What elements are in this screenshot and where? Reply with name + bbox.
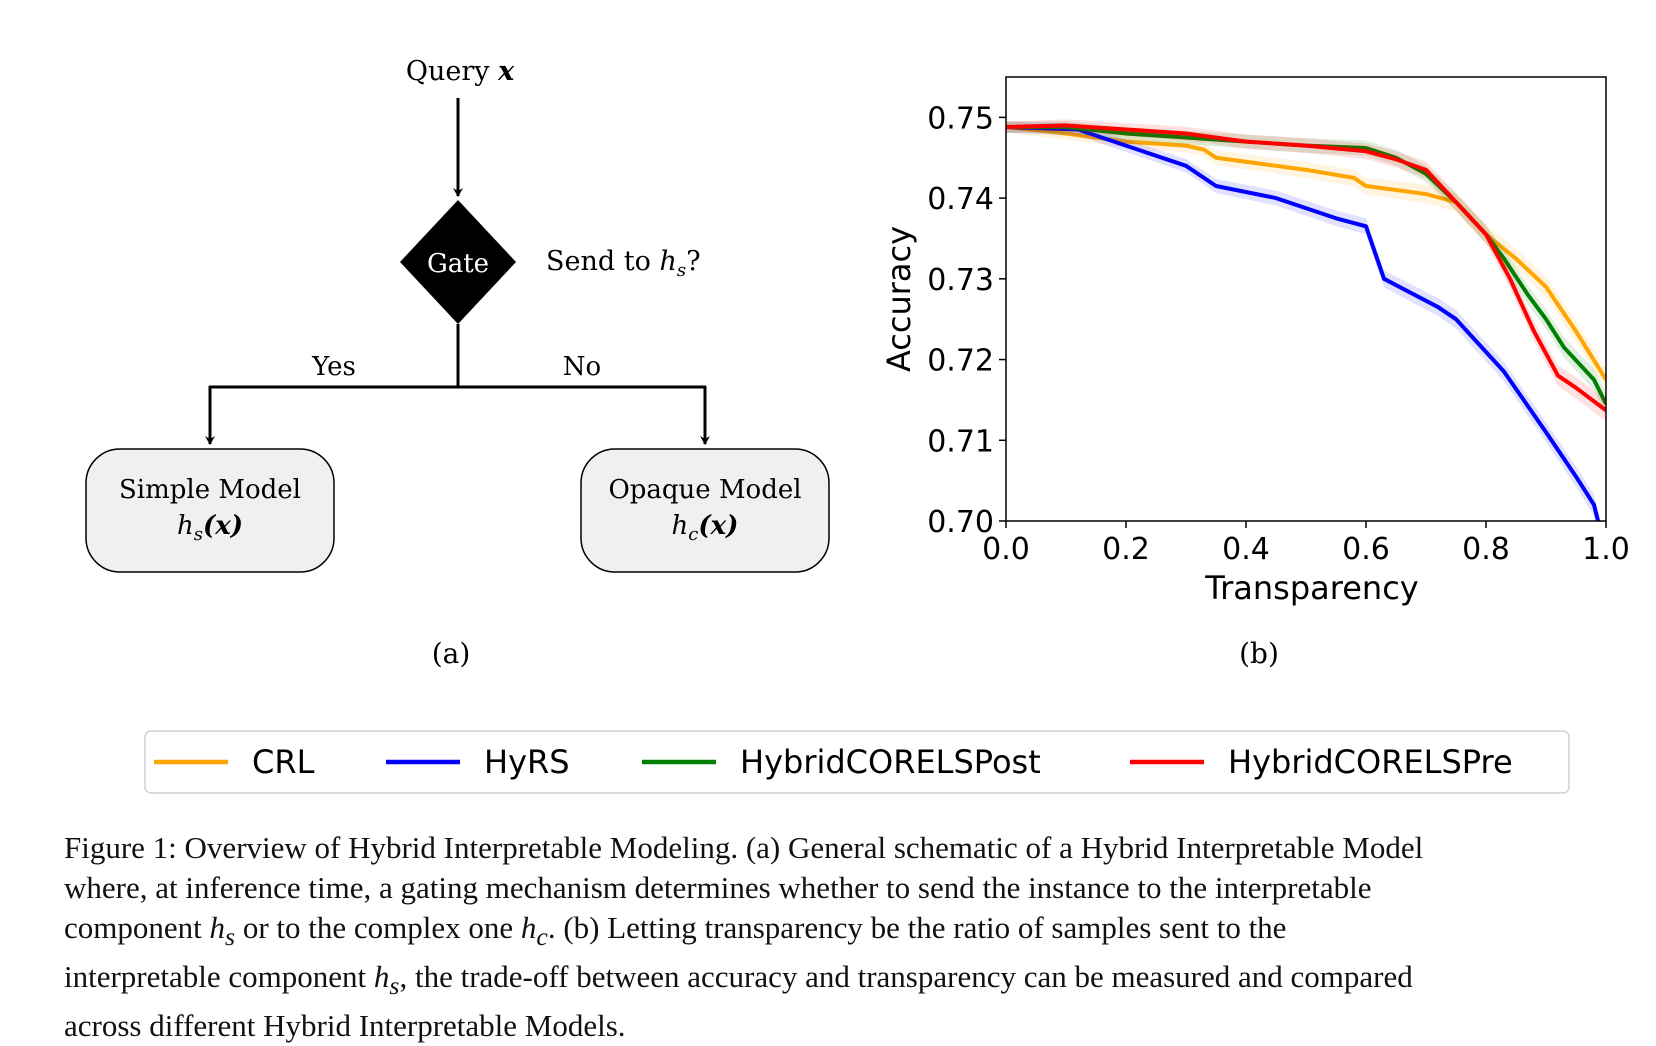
opaque-model-fn: hc(x) [672,511,739,545]
y-tick-label: 0.70 [927,505,994,540]
legend: CRL HyRS HybridCORELSPost HybridCORELSPre [144,730,1570,794]
legend-label: CRL [252,743,315,781]
y-tick-label: 0.71 [927,424,994,459]
series-band [1006,119,1606,422]
series-line-hyrs [1006,125,1601,521]
simple-model-fn: hs(x) [177,511,243,545]
legend-label: HyRS [484,743,570,781]
simple-model-box [85,448,335,573]
x-tick-label: 1.0 [1582,532,1630,567]
y-axis-label: Accuracy [880,226,918,372]
panel-b-label: (b) [1239,637,1279,670]
x-tick-label: 0.6 [1342,532,1390,567]
x-axis-label: Transparency [1204,569,1418,607]
gate-label: Gate [427,249,489,279]
legend-entries: CRL HyRS HybridCORELSPost HybridCORELSPre [154,743,1513,781]
caption-line-1: Figure 1: Overview of Hybrid Interpretab… [64,830,1424,865]
x-tick-label: 0.8 [1462,532,1510,567]
simple-model-title: Simple Model [119,475,301,505]
y-tick-label: 0.72 [927,344,994,379]
accuracy-transparency-chart: 0.0 0.2 0.4 0.6 0.8 1.0 0.70 0.71 0.72 0.73 0.74 0.… [880,76,1630,670]
series-line-hybridcorelspost [1006,125,1606,405]
x-tick-label: 0.2 [1102,532,1150,567]
yes-label: Yes [311,352,356,382]
ticks-layer: 0.0 0.2 0.4 0.6 0.8 1.0 0.70 0.71 0.72 0.73 0.74 0.… [927,101,1630,567]
legend-item-hyrs: HyRS [386,743,570,781]
series-band [1006,121,1600,521]
figure-canvas: Query x Gate Send to hs? Yes No Simple M… [85,56,1630,794]
figure-caption: Figure 1: Overview of Hybrid Interpretab… [64,828,1630,1046]
query-label: Query x [406,56,515,87]
x-tick-label: 0.4 [1222,532,1270,567]
x-tick-label: 0.0 [982,532,1030,567]
caption-line-3: component hs or to the complex one hc. (… [64,910,1287,952]
series-band [1006,121,1606,415]
caption-line-4: interpretable component hs, the trade-of… [64,959,1413,1001]
gate-diamond [400,200,516,324]
caption-line-2: where, at inference time, a gating mecha… [64,870,1372,905]
opaque-model-title: Opaque Model [608,475,801,505]
opaque-model-box [580,448,830,573]
legend-item-hybridcorelspre: HybridCORELSPre [1130,743,1513,781]
legend-item-hybridcorelspost: HybridCORELSPost [642,743,1041,781]
series-line-hybridcorelspre [1006,123,1606,413]
y-tick-label: 0.75 [927,101,994,136]
no-label: No [563,352,601,382]
plot-frame [1005,76,1607,522]
send-to-label: Send to hs? [546,246,701,281]
series-layer [1006,119,1606,521]
legend-label: HybridCORELSPre [1228,743,1513,781]
panel-a-label: (a) [432,637,471,670]
legend-item-crl: CRL [154,743,315,781]
y-tick-label: 0.74 [927,182,994,217]
caption-line-5: across different Hybrid Interpretable Mo… [64,1008,626,1044]
series-band [1006,121,1606,391]
schematic-diagram: Query x Gate Send to hs? Yes No Simple M… [85,56,830,670]
y-tick-label: 0.73 [927,263,994,298]
series-line-crl [1006,125,1606,381]
legend-label: HybridCORELSPost [740,743,1041,781]
legend-box [144,730,1570,794]
